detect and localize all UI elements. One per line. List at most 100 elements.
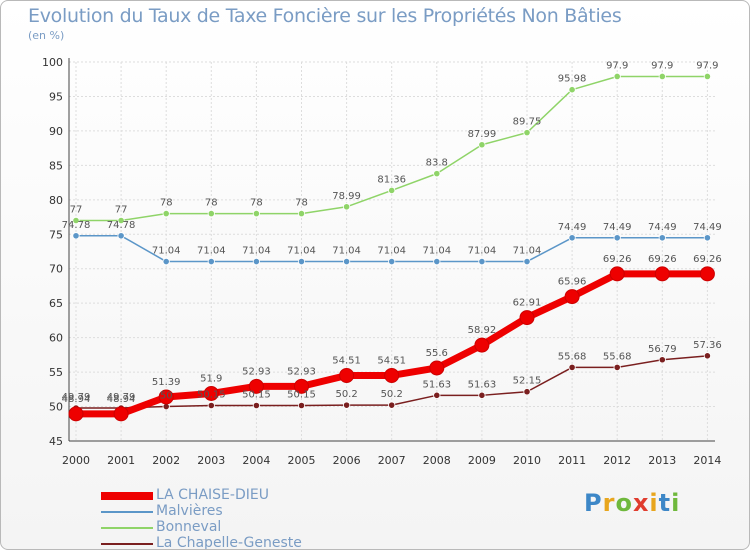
data-label: 74.78 <box>62 220 91 231</box>
data-point <box>703 352 712 360</box>
y-tick-label: 95 <box>49 90 63 103</box>
data-point <box>207 210 215 218</box>
data-label: 78 <box>160 198 173 209</box>
data-point <box>207 257 215 266</box>
x-tick-label: 2008 <box>423 454 451 467</box>
data-label: 97.9 <box>696 60 718 71</box>
data-point <box>564 289 580 305</box>
data-label: 50.2 <box>335 389 357 400</box>
legend-label: LA CHAISE-DIEU <box>156 487 269 503</box>
legend-swatch <box>101 492 153 500</box>
logo-letter: o <box>615 489 633 517</box>
data-point <box>117 216 125 225</box>
data-point <box>613 234 621 242</box>
data-point <box>294 378 309 394</box>
data-point <box>654 266 670 282</box>
legend-swatch <box>101 511 153 513</box>
data-point <box>478 391 486 399</box>
data-point <box>384 367 400 383</box>
data-label: 69.26 <box>693 254 722 265</box>
data-point <box>519 310 535 326</box>
data-label: 74.49 <box>648 222 677 233</box>
data-point <box>658 72 666 81</box>
data-label: 83.8 <box>426 158 448 169</box>
data-label: 55.6 <box>426 348 448 359</box>
data-point <box>342 257 351 266</box>
data-label: 81.36 <box>377 174 406 185</box>
data-label: 50.15 <box>287 390 316 401</box>
x-tick-label: 2004 <box>242 454 270 467</box>
data-label: 77 <box>70 204 83 215</box>
data-label: 71.04 <box>242 246 271 257</box>
logo-letter: P <box>584 489 603 517</box>
data-label: 51.39 <box>152 377 181 388</box>
data-label: 51.63 <box>422 379 451 390</box>
x-tick-label: 2011 <box>558 454 586 467</box>
data-label: 71.04 <box>287 246 316 257</box>
data-label: 95.98 <box>558 74 587 85</box>
logo-letter: i <box>649 489 659 517</box>
x-tick-label: 2003 <box>197 454 225 467</box>
data-point <box>388 257 396 266</box>
data-point <box>252 210 260 218</box>
legend-label: La Chapelle-Geneste <box>156 535 302 550</box>
data-label: 71.04 <box>422 246 451 257</box>
legend-swatch <box>101 527 153 529</box>
data-label: 97.9 <box>606 60 628 71</box>
data-point <box>568 234 576 242</box>
data-point <box>388 186 396 195</box>
x-tick-label: 2001 <box>107 454 135 467</box>
data-label: 74.78 <box>107 220 136 231</box>
data-label: 78.99 <box>332 191 361 202</box>
data-label: 71.04 <box>468 246 497 257</box>
proxiti-logo: Proxiti <box>584 489 680 517</box>
data-label: 89.75 <box>513 117 542 128</box>
y-tick-label: 90 <box>49 125 63 138</box>
data-point <box>523 257 531 266</box>
data-label: 74.49 <box>603 222 632 233</box>
data-label: 48.94 <box>62 394 91 405</box>
data-label: 52.93 <box>287 366 316 377</box>
data-label: 77 <box>115 204 128 215</box>
unit-label: (en %) <box>28 29 65 42</box>
data-label: 55.68 <box>558 351 587 362</box>
data-label: 78 <box>295 198 308 209</box>
data-label: 71.04 <box>377 246 406 257</box>
data-label: 56.79 <box>648 344 677 355</box>
y-tick-label: 85 <box>49 159 63 172</box>
x-tick-label: 2013 <box>648 454 676 467</box>
data-point <box>162 210 170 218</box>
data-label: 97.9 <box>651 60 673 71</box>
data-point <box>113 406 129 422</box>
data-label: 52.15 <box>513 376 542 387</box>
x-tick-label: 2006 <box>333 454 361 467</box>
data-point <box>342 401 351 409</box>
data-point <box>297 210 306 218</box>
data-label: 48.94 <box>107 394 136 405</box>
data-label: 78 <box>205 198 218 209</box>
data-point <box>252 257 260 266</box>
logo-letter: r <box>602 489 616 517</box>
logo-letter: t <box>658 489 672 517</box>
data-point <box>203 385 219 401</box>
y-tick-label: 100 <box>42 56 63 69</box>
data-label: 69.26 <box>648 254 677 265</box>
data-label: 58.92 <box>468 325 497 336</box>
data-label: 78 <box>250 198 263 209</box>
data-label: 69.26 <box>603 254 632 265</box>
series-group <box>68 72 715 422</box>
data-point <box>162 257 170 266</box>
y-tick-label: 80 <box>49 194 63 207</box>
data-point <box>478 257 486 266</box>
data-label: 71.04 <box>332 246 361 257</box>
data-point <box>613 72 621 81</box>
data-label: 87.99 <box>468 129 497 140</box>
data-label: 51.9 <box>200 373 222 384</box>
data-point <box>433 257 441 266</box>
data-point <box>68 406 84 422</box>
data-point <box>248 378 264 394</box>
data-point <box>433 170 441 178</box>
data-point <box>339 367 355 383</box>
